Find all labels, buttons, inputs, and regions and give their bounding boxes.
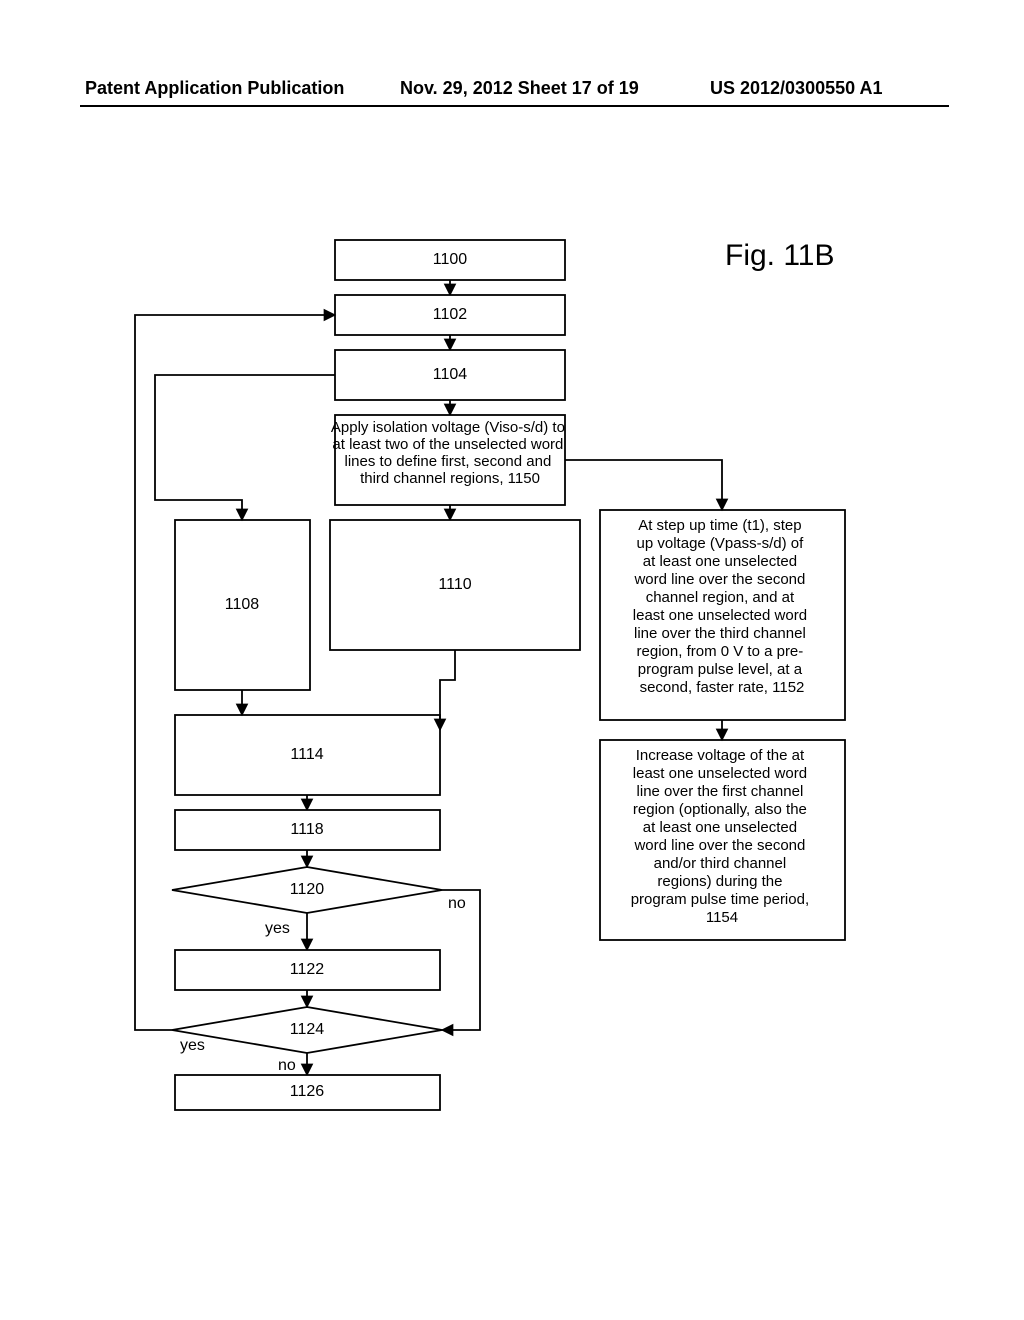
connector-1110-1114 (440, 650, 455, 730)
svg-text:At step up time (t1), step: At step up time (t1), step up voltage (V… (633, 517, 811, 696)
svg-text:Apply isolation voltage (Viso-: Apply isolation voltage (Viso-s/d) to at… (331, 419, 569, 487)
box-1122: 1122 (175, 950, 440, 990)
box-1108: 1108 (175, 520, 310, 690)
box-1114: 1114 (175, 715, 440, 795)
flowchart: Fig. 11B 1100 1102 1104 Apply isolation … (0, 0, 1024, 1320)
svg-text:1118: 1118 (290, 821, 323, 838)
box-1104: 1104 (335, 350, 565, 400)
connector-1104-1108 (155, 375, 335, 520)
figure-title: Fig. 11B (725, 239, 835, 272)
svg-text:1124: 1124 (290, 1021, 325, 1038)
label-no-1124: no (278, 1057, 296, 1074)
decision-1120: 1120 (172, 867, 442, 913)
svg-text:1110: 1110 (438, 576, 471, 593)
svg-text:1126: 1126 (290, 1083, 325, 1100)
box-1150: Apply isolation voltage (Viso-s/d) to at… (331, 415, 569, 505)
svg-text:Increase voltage of the at: Increase voltage of the at least one uns… (631, 747, 814, 926)
label-yes-1120: yes (265, 920, 290, 937)
box-1102: 1102 (335, 295, 565, 335)
connector-1150-1152 (565, 460, 722, 510)
svg-text:1104: 1104 (433, 366, 468, 383)
box-1154: Increase voltage of the at least one uns… (600, 740, 845, 940)
box-1100: 1100 (335, 240, 565, 280)
svg-text:1100: 1100 (433, 251, 468, 268)
decision-1124: 1124 (172, 1007, 442, 1053)
svg-text:1120: 1120 (290, 881, 325, 898)
svg-text:1102: 1102 (433, 306, 468, 323)
box-1118: 1118 (175, 810, 440, 850)
svg-text:1114: 1114 (290, 746, 323, 763)
label-yes-1124: yes (180, 1037, 205, 1054)
box-1152: At step up time (t1), step up voltage (V… (600, 510, 845, 720)
svg-text:1108: 1108 (225, 596, 260, 613)
svg-text:1122: 1122 (290, 961, 325, 978)
label-no-1120: no (448, 895, 466, 912)
box-1110: 1110 (330, 520, 580, 650)
page: Patent Application Publication Nov. 29, … (0, 0, 1024, 1320)
box-1126: 1126 (175, 1075, 440, 1110)
